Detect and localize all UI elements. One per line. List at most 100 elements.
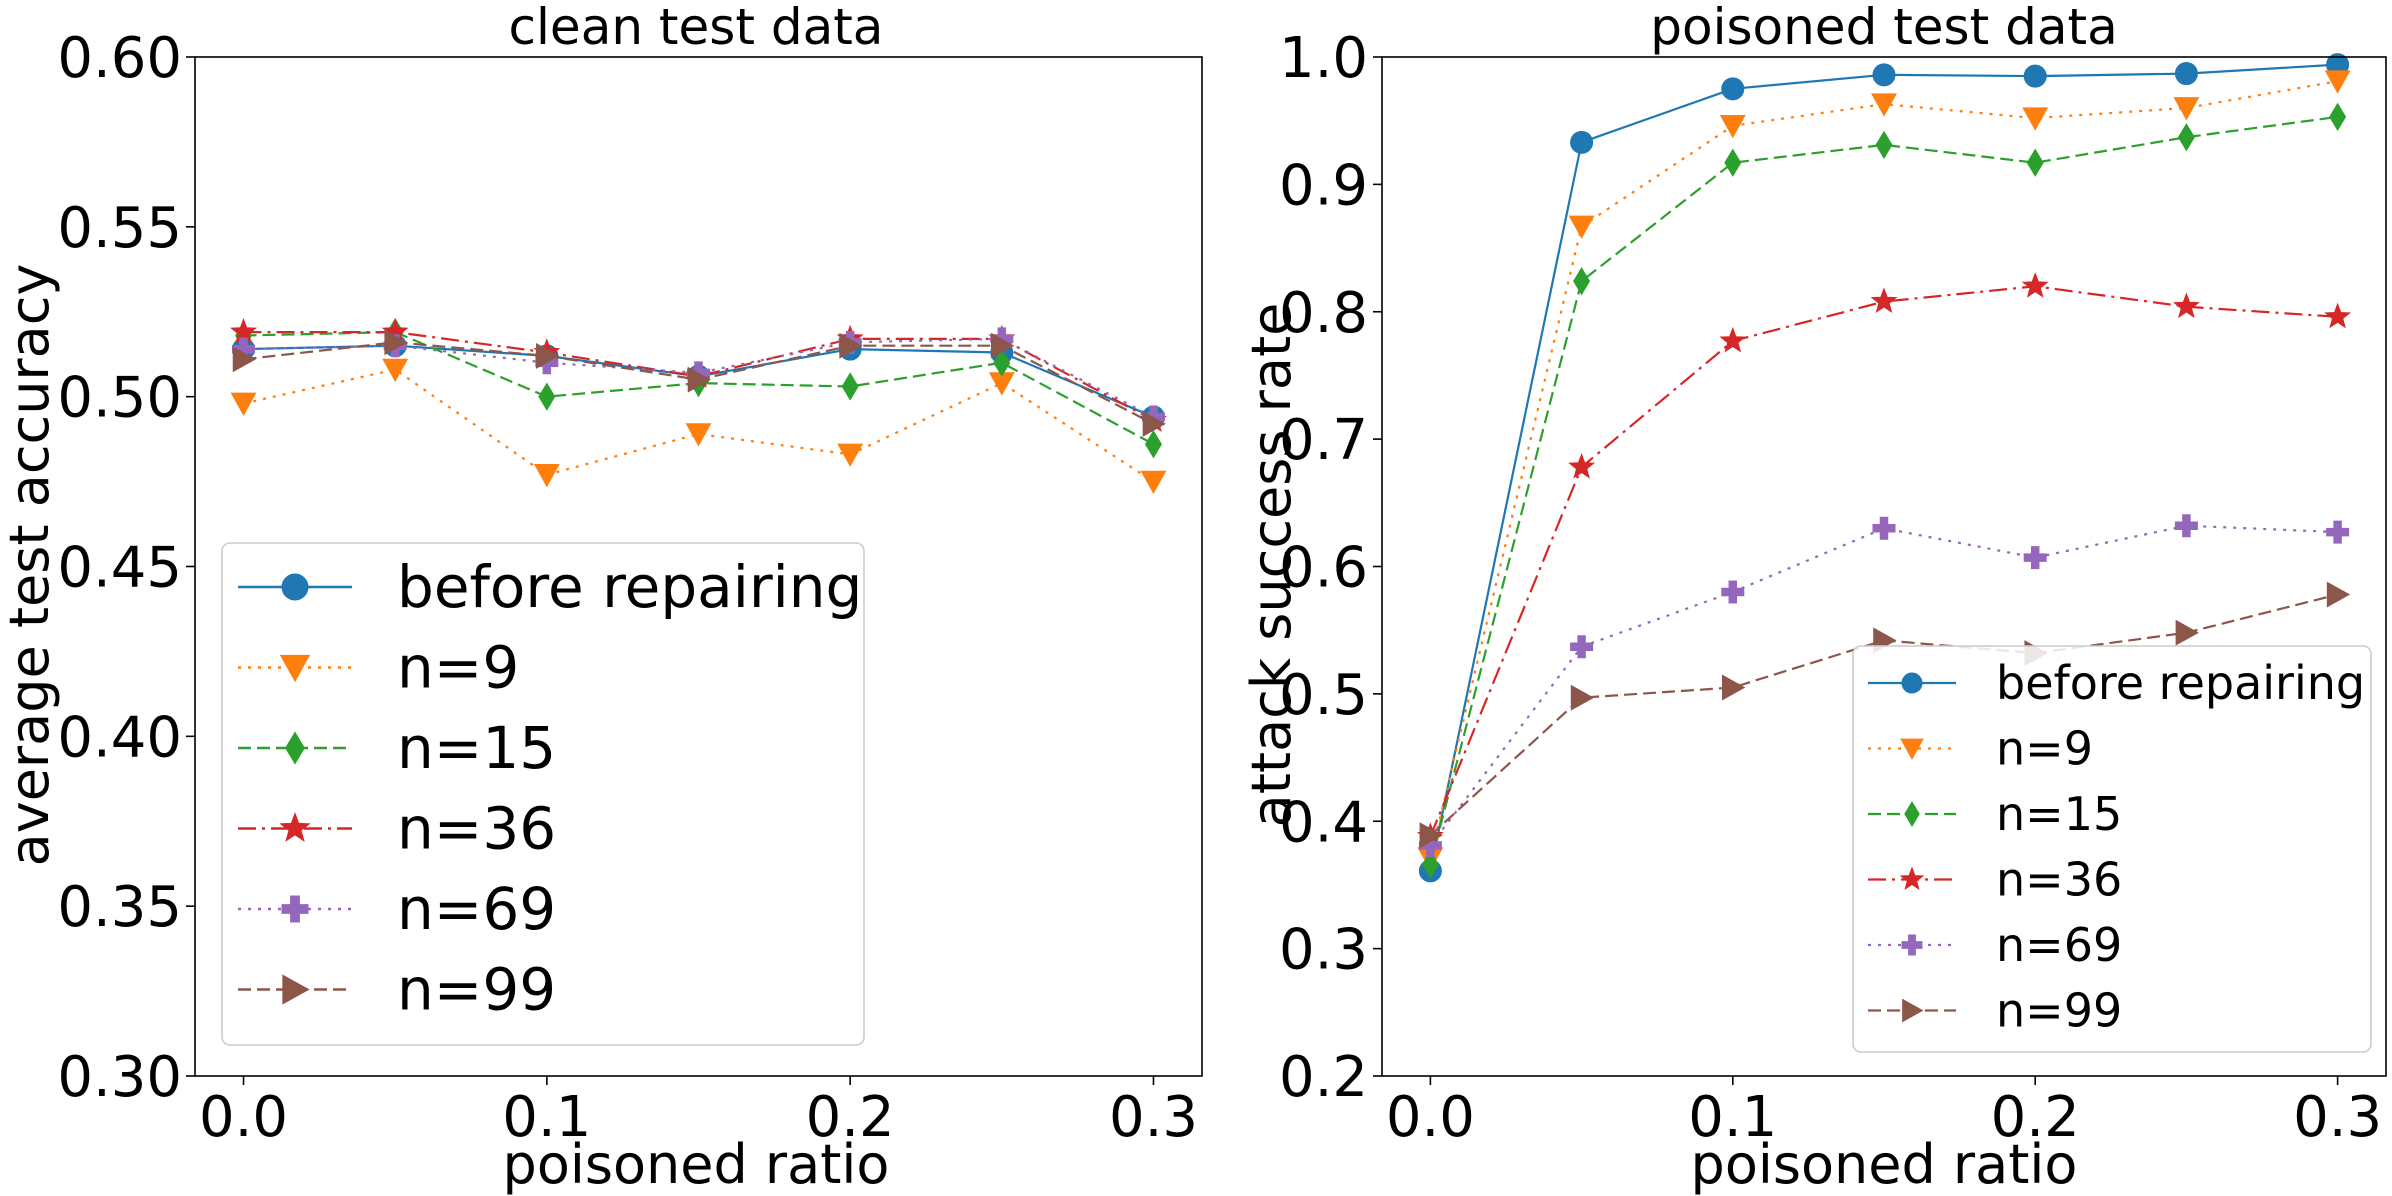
series-marker [1421, 850, 1439, 879]
legend-entry: n=9 [1868, 722, 2093, 776]
x-tick-label: 0.0 [199, 1085, 288, 1150]
series-marker [2329, 102, 2347, 132]
x-tick-label: 0.0 [1386, 1085, 1475, 1150]
legend-entry: n=36 [238, 795, 556, 863]
series-marker [1570, 130, 1594, 154]
series-marker [384, 329, 408, 356]
plus-icon [281, 895, 309, 923]
chart-title: poisoned test data [1650, 0, 2117, 56]
triangle-right-icon [1902, 998, 1924, 1023]
y-tick-label: 0.6 [1279, 536, 1368, 601]
legend-label: before repairing [1996, 656, 2365, 710]
triangle-down-icon [1900, 738, 1924, 760]
plot-area [1416, 53, 2352, 883]
diamond-icon [285, 731, 305, 765]
legend-entry: n=69 [1868, 918, 2122, 972]
circle-icon [281, 573, 309, 601]
x-tick-label: 0.1 [502, 1085, 591, 1150]
legend-label: n=15 [1996, 787, 2122, 841]
series-marker [2023, 546, 2047, 570]
y-tick-label: 0.30 [57, 1045, 182, 1110]
plot-area [230, 317, 1167, 495]
series-marker [1722, 674, 1746, 701]
y-tick-label: 0.35 [57, 875, 182, 940]
axes-frame [194, 56, 1203, 1077]
series-marker [1719, 114, 1746, 139]
series-marker [837, 443, 864, 467]
y-tick-label: 0.7 [1279, 408, 1368, 473]
y-axis-label: average test accuracy [0, 264, 61, 867]
series-marker [1875, 130, 1893, 160]
legend-label: n=36 [1996, 853, 2122, 907]
poisoned-test-data-chart: poisoned test data poisoned ratio attack… [1240, 0, 2387, 1196]
series-marker [685, 423, 712, 447]
series-marker [2326, 520, 2350, 544]
series-marker [538, 382, 556, 411]
series-marker [230, 317, 258, 344]
series-marker [2174, 62, 2198, 86]
series-marker [2023, 64, 2047, 88]
series-marker [382, 358, 409, 383]
series-marker [1568, 215, 1595, 239]
y-tick-label: 1.0 [1279, 26, 1368, 91]
tick-marks [1373, 56, 2339, 1085]
series-n-9 [1417, 70, 2351, 871]
legend-box [1852, 645, 2372, 1053]
series-marker [2177, 123, 2195, 152]
series-marker [536, 342, 560, 369]
legend-entry: n=99 [238, 956, 556, 1024]
series-marker [1570, 684, 1595, 711]
legend-entry: n=69 [238, 875, 556, 943]
series-marker [687, 366, 712, 393]
y-tick-label: 0.2 [1279, 1045, 1368, 1110]
y-tick-label: 0.55 [57, 196, 182, 261]
x-tick-label: 0.2 [1991, 1085, 2080, 1150]
legend-label: n=99 [1996, 984, 2122, 1038]
legend-label: n=9 [397, 634, 519, 702]
series-marker [1721, 77, 1745, 101]
legend-entry: before repairing [1868, 656, 2365, 710]
legend-entry: n=15 [1868, 787, 2122, 841]
series-marker [991, 332, 1015, 359]
x-axis-label: poisoned ratio [1691, 1133, 2078, 1196]
y-tick-label: 0.50 [57, 366, 182, 431]
legend-entry: n=9 [238, 634, 519, 702]
series-marker [2324, 70, 2351, 94]
series-before-repairing [1418, 53, 2350, 883]
legend: before repairing n=9 n=15 n=36 n=69 n=99 [1852, 645, 2372, 1053]
axes-frame [1381, 56, 2387, 1077]
star-icon [1899, 866, 1925, 891]
series-marker [1140, 470, 1167, 495]
series-n-99 [232, 329, 1166, 437]
y-tick-labels: 0.30 0.35 0.40 0.45 0.50 0.55 0.60 [57, 26, 182, 1110]
series-n-9 [230, 358, 1167, 495]
series-marker [2326, 581, 2351, 608]
y-tick-label: 0.60 [57, 26, 182, 91]
x-tick-label: 0.3 [2293, 1085, 2382, 1150]
series-marker [1570, 635, 1594, 659]
series-marker [1568, 452, 1596, 479]
series-marker [1872, 63, 1896, 87]
series-marker [839, 332, 863, 359]
series-marker [1871, 93, 1897, 117]
y-tick-label: 0.4 [1279, 790, 1368, 855]
legend-box [221, 542, 865, 1046]
tick-marks [186, 56, 1155, 1085]
y-tick-label: 0.40 [57, 705, 182, 770]
legend-entry: before repairing [238, 553, 862, 621]
series-marker [1719, 326, 1747, 353]
y-tick-label: 0.8 [1279, 281, 1368, 346]
legend-label: n=69 [397, 875, 556, 943]
series-marker [2021, 272, 2049, 298]
series-marker [2175, 619, 2199, 646]
triangle-down-icon [279, 654, 311, 683]
x-tick-labels: 0.0 0.1 0.2 0.3 [1386, 1085, 2382, 1150]
series-marker [2174, 514, 2198, 538]
series-marker [841, 372, 859, 401]
circle-icon [1901, 672, 1923, 694]
series-marker [1573, 267, 1591, 296]
y-tick-label: 0.3 [1279, 918, 1368, 983]
y-axis-label: attack success rate [1240, 303, 1303, 828]
x-tick-label: 0.1 [1688, 1085, 1777, 1150]
series-marker [230, 392, 257, 416]
